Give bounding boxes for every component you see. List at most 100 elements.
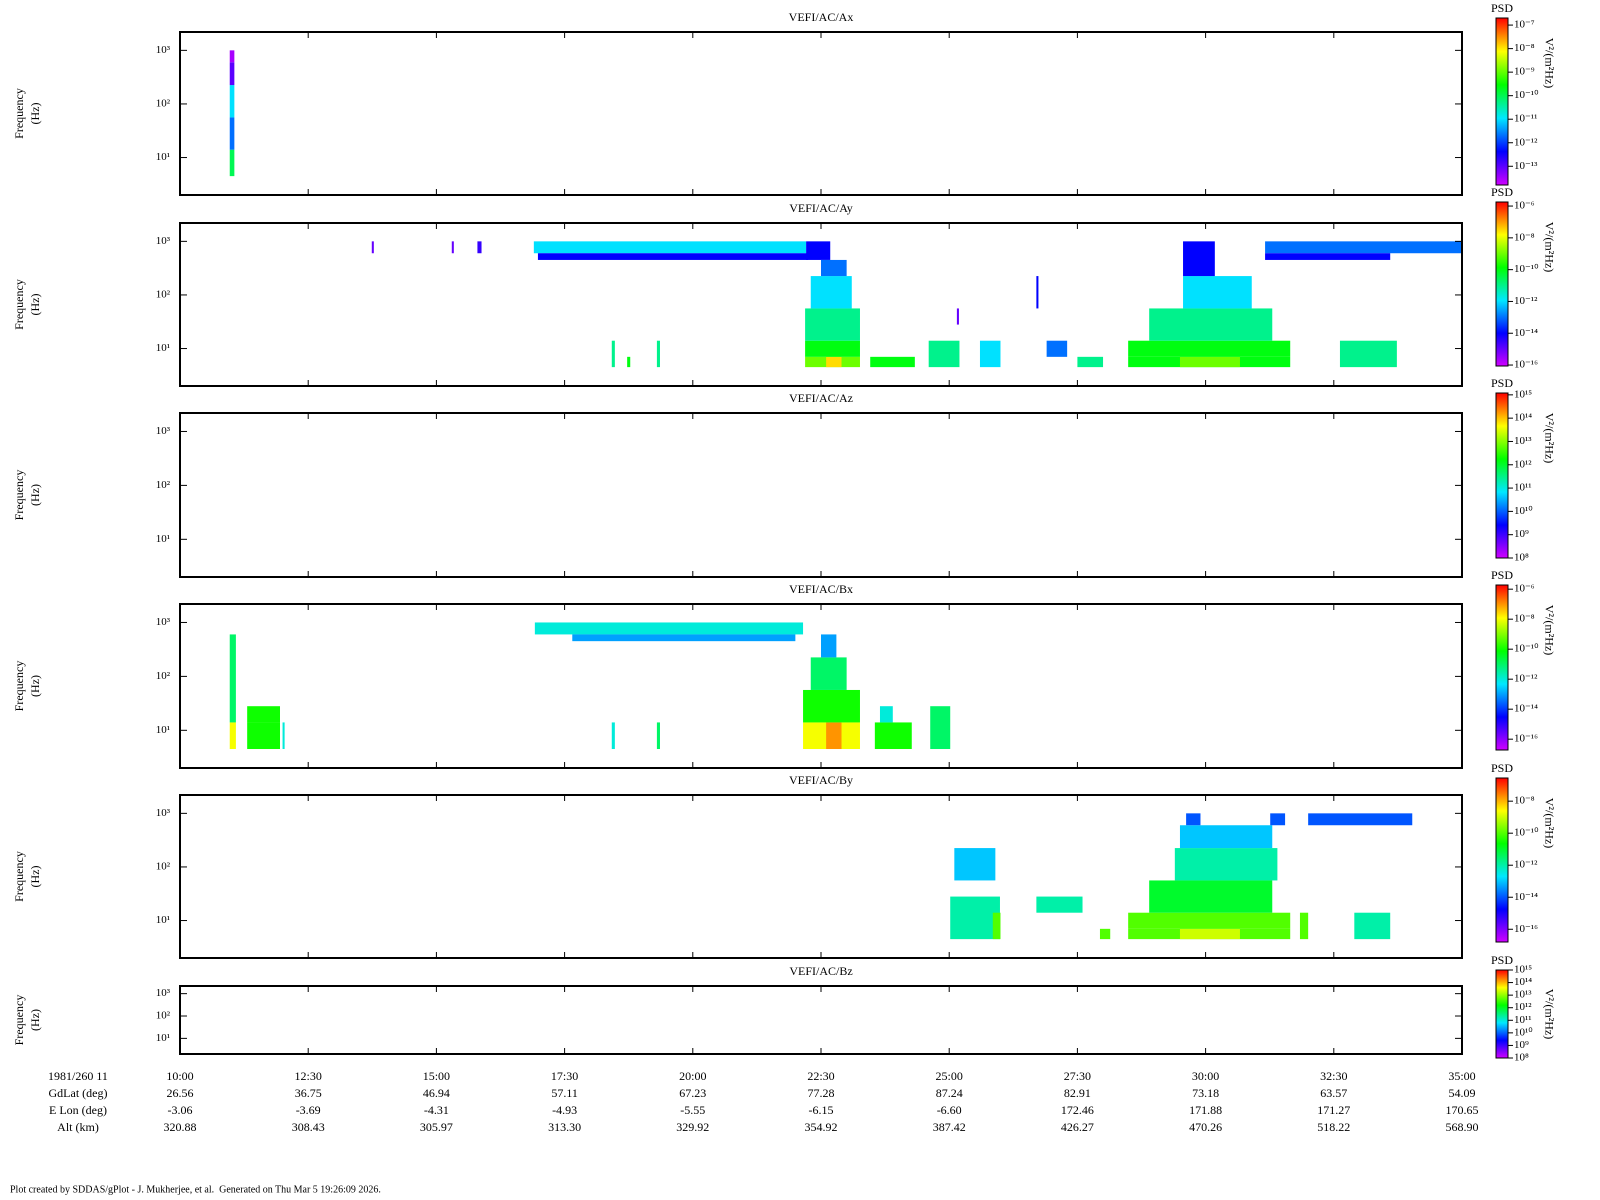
colorbar-title: PSD xyxy=(1491,1,1513,15)
colorbar-tick-label: 10⁻¹⁴ xyxy=(1514,891,1538,903)
colorbar-tick-label: 10⁻⁶ xyxy=(1514,583,1535,595)
ephemeris-value: 170.65 xyxy=(1446,1103,1479,1117)
ephemeris-value: 305.97 xyxy=(420,1120,453,1134)
ephemeris-value: -5.55 xyxy=(680,1103,705,1117)
spectrogram-cell xyxy=(979,340,1001,368)
x-tick-label: 35:00 xyxy=(1448,1069,1475,1083)
spectrogram-cell xyxy=(229,634,236,723)
colorbar-tick-label: 10⁻¹³ xyxy=(1514,160,1538,172)
colorbar-title: PSD xyxy=(1491,568,1513,582)
colorbar-tick-label: 10¹⁴ xyxy=(1514,976,1532,988)
y-tick-label: 10² xyxy=(156,97,171,109)
ephemeris-value: -6.60 xyxy=(937,1103,962,1117)
spectrogram-cell xyxy=(805,340,860,357)
ephemeris-row-label: GdLat (deg) xyxy=(49,1086,108,1100)
colorbar-tick-label: 10⁻¹⁶ xyxy=(1514,733,1538,745)
spectrogram-cell xyxy=(1179,356,1240,368)
y-axis-unit: (Hz) xyxy=(28,294,42,316)
spectrogram-cell xyxy=(611,340,615,368)
y-axis-unit: (Hz) xyxy=(28,675,42,697)
ephemeris-value: 57.11 xyxy=(551,1086,578,1100)
spectrogram-cell xyxy=(1354,912,1391,940)
colorbar xyxy=(1495,392,1509,559)
ephemeris-value: 470.26 xyxy=(1189,1120,1222,1134)
y-tick-label: 10³ xyxy=(156,807,171,819)
spectrogram-cell xyxy=(1149,308,1273,341)
panel-title: VEFI/AC/By xyxy=(789,773,853,787)
ephemeris-value: 82.91 xyxy=(1064,1086,1091,1100)
colorbar-tick-label: 10¹⁰ xyxy=(1514,1026,1533,1038)
colorbar-title: PSD xyxy=(1491,376,1513,390)
colorbar-label: V²/(m²Hz) xyxy=(1542,38,1556,89)
x-tick-label: 12:30 xyxy=(295,1069,322,1083)
x-tick-label: 10:00 xyxy=(166,1069,193,1083)
colorbar-tick-label: 10¹⁴ xyxy=(1514,412,1532,424)
colorbar-tick-label: 10⁻¹⁴ xyxy=(1514,327,1538,339)
spectrogram-cell xyxy=(954,848,996,881)
ephemeris-value: 171.88 xyxy=(1189,1103,1222,1117)
spectrogram-cell xyxy=(810,657,847,690)
y-tick-label: 10² xyxy=(156,860,171,872)
y-tick-label: 10¹ xyxy=(156,724,170,736)
colorbar-tick-label: 10¹⁵ xyxy=(1514,388,1532,400)
colorbar-label: V²/(m²Hz) xyxy=(1542,989,1556,1040)
colorbar-tick-label: 10¹² xyxy=(1514,1001,1532,1013)
ephemeris-value: 77.28 xyxy=(808,1086,835,1100)
ephemeris-row-label: 1981/260 11 xyxy=(48,1069,108,1083)
spectrogram-cell xyxy=(1036,276,1039,309)
ephemeris-value: 426.27 xyxy=(1061,1120,1094,1134)
spectrogram-cell xyxy=(656,722,660,750)
panel-frame xyxy=(179,31,1463,196)
colorbar-tick-label: 10⁸ xyxy=(1514,552,1529,564)
spectrogram-cells xyxy=(229,50,235,177)
spectrogram-cell xyxy=(229,62,235,86)
colorbar-title: PSD xyxy=(1491,761,1513,775)
spectrogram-cell xyxy=(1270,813,1286,826)
spectrogram-cell xyxy=(611,722,615,750)
spectrogram-cell xyxy=(247,722,280,750)
panel-title: VEFI/AC/Ax xyxy=(789,10,854,24)
x-tick-label: 27:30 xyxy=(1064,1069,1091,1083)
spectrogram-cell xyxy=(1299,912,1309,940)
y-tick-label: 10³ xyxy=(156,425,171,437)
colorbar-tick-label: 10⁻¹¹ xyxy=(1514,113,1537,125)
ephemeris-value: 320.88 xyxy=(164,1120,197,1134)
ephemeris-value: 63.57 xyxy=(1320,1086,1347,1100)
ephemeris-value: -4.31 xyxy=(424,1103,449,1117)
y-tick-label: 10³ xyxy=(156,616,171,628)
spectrogram-cell xyxy=(826,722,842,750)
spectrogram-cell xyxy=(930,706,951,750)
spectrogram-cell xyxy=(826,356,842,368)
spectrogram-cell xyxy=(371,241,374,254)
spectrogram-cells xyxy=(371,241,1462,368)
spectrogram-cell xyxy=(1183,241,1215,277)
y-axis-label: Frequency xyxy=(12,88,26,139)
ephemeris-value: 329.92 xyxy=(676,1120,709,1134)
panel-frame xyxy=(179,985,1463,1055)
spectrogram-cell xyxy=(1265,253,1391,260)
colorbar-tick-label: 10⁻⁶ xyxy=(1514,200,1535,212)
spectrogram-cell xyxy=(451,241,454,254)
y-axis-label: Frequency xyxy=(12,995,26,1046)
ephemeris-value: 67.23 xyxy=(679,1086,706,1100)
colorbar-tick-label: 10⁸ xyxy=(1514,1052,1529,1064)
spectrogram-cell xyxy=(229,85,235,118)
spectrogram-cell xyxy=(821,259,847,277)
ephemeris-value: 387.42 xyxy=(933,1120,966,1134)
colorbar-tick-label: 10⁻⁸ xyxy=(1514,795,1535,807)
colorbar-title: PSD xyxy=(1491,185,1513,199)
ephemeris-value: 172.46 xyxy=(1061,1103,1094,1117)
y-axis-label: Frequency xyxy=(12,661,26,712)
y-tick-label: 10³ xyxy=(156,987,171,999)
colorbar-tick-label: 10⁻¹⁶ xyxy=(1514,923,1538,935)
spectrogram-cell xyxy=(1265,241,1462,254)
colorbar xyxy=(1495,777,1509,943)
y-tick-label: 10¹ xyxy=(156,533,170,545)
ephemeris-value: 87.24 xyxy=(936,1086,963,1100)
colorbar-tick-label: 10¹⁵ xyxy=(1514,964,1532,976)
colorbar-tick-label: 10¹³ xyxy=(1514,435,1532,447)
ephemeris-value: -3.06 xyxy=(168,1103,193,1117)
ephemeris-value: 36.75 xyxy=(295,1086,322,1100)
spectrogram-cell xyxy=(229,117,235,150)
